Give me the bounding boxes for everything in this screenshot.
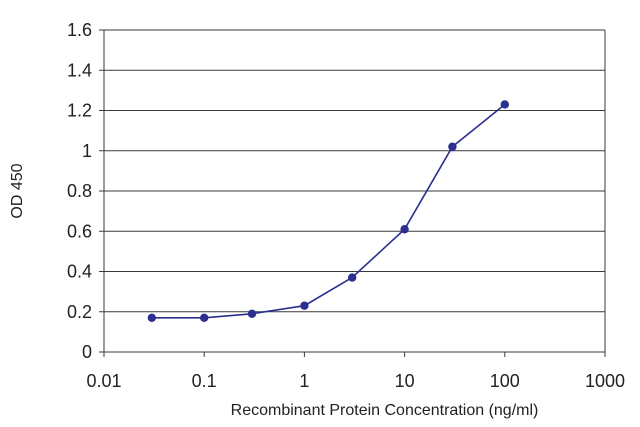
x-axis-title: Recombinant Protein Concentration (ng/ml…	[231, 402, 539, 419]
y-tick-label: 1	[82, 141, 92, 161]
x-tick-label: 100	[490, 371, 520, 391]
y-tick-label: 1.4	[67, 60, 92, 80]
grid	[104, 29, 605, 313]
y-tick-label: 0.6	[67, 221, 92, 241]
data-point	[400, 225, 409, 234]
data-point	[448, 142, 457, 151]
data-point	[300, 301, 309, 310]
data-point	[348, 273, 357, 282]
y-axis-title: OD 450	[9, 163, 26, 218]
data-point	[200, 313, 209, 322]
x-tick-label: 10	[395, 371, 415, 391]
axes	[99, 29, 606, 357]
y-tick-label: 0.2	[67, 302, 92, 322]
series-line	[151, 103, 506, 319]
x-tick-label: 1	[299, 371, 309, 391]
data-point	[147, 313, 157, 322]
y-tick-label: 1.2	[67, 101, 92, 121]
x-tick-label: 0.1	[192, 371, 217, 391]
tick-labels: 0 0.2 0.4 0.6 0.8 1 1.2 1.4 1.6 0.01 0.1 1 10 100 1000	[67, 20, 625, 391]
y-tick-label: 0	[82, 342, 92, 362]
y-tick-label: 1.6	[67, 20, 92, 40]
series-group	[147, 100, 509, 322]
y-tick-label: 0.4	[67, 262, 92, 282]
y-tick-label: 0.8	[67, 181, 92, 201]
data-point	[500, 100, 509, 109]
data-point	[247, 309, 257, 318]
x-tick-label: 1000	[585, 371, 625, 391]
x-tick-label: 0.01	[86, 371, 121, 391]
